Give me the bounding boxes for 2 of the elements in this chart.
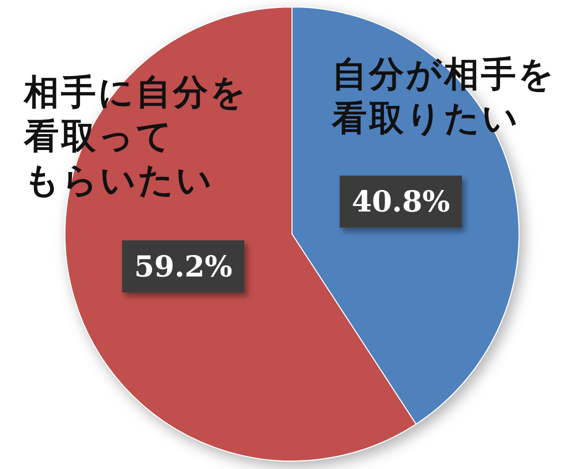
data-label: 59.2% <box>134 249 232 284</box>
data-label: 40.8% <box>352 184 450 219</box>
